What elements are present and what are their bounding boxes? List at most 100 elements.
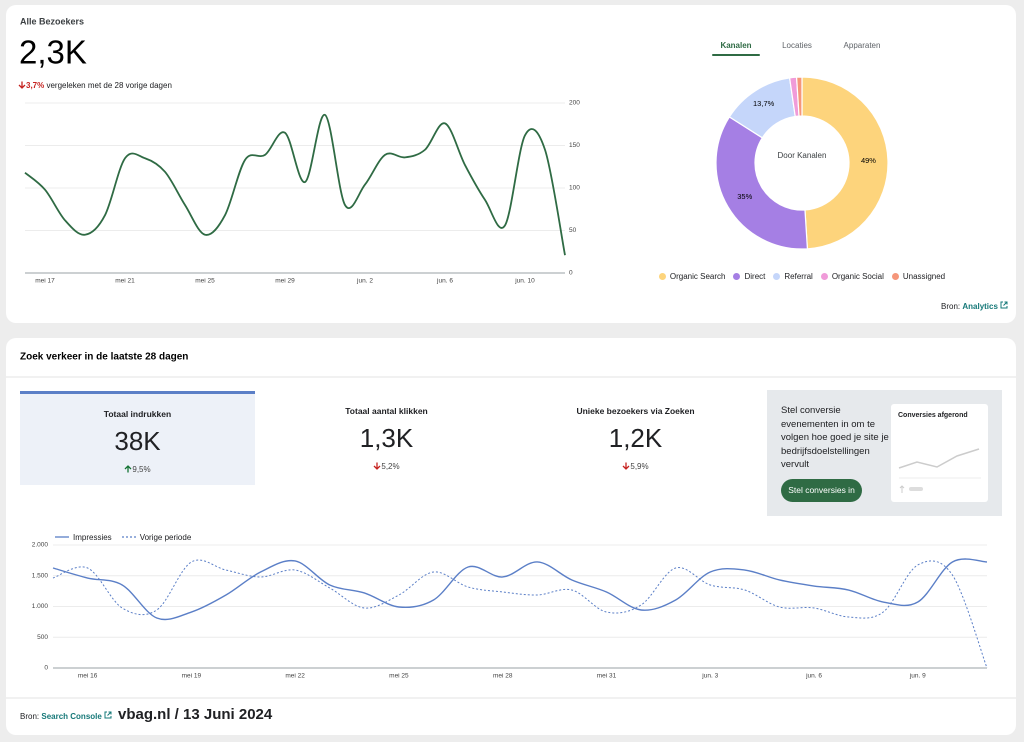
x-tick-label: mei 19: [182, 673, 202, 680]
legend-label: Impressies: [73, 532, 112, 542]
tab[interactable]: Locaties: [782, 41, 812, 50]
change-arrow: [373, 462, 381, 470]
external-icon: [1000, 301, 1008, 309]
y-tick-label: 1.500: [32, 572, 49, 579]
legend-item: Impressies: [55, 533, 112, 542]
tab[interactable]: Apparaten: [844, 41, 881, 50]
footer-source: Bron: Search Console: [20, 710, 112, 724]
card-title: Zoek verkeer in de laatste 28 dagen: [20, 352, 188, 363]
data-label: 49%: [861, 156, 876, 165]
legend-dot: [658, 273, 666, 280]
legend-dot: [891, 273, 899, 280]
metric-tile[interactable]: Totaal aantal klikken 1,3K 5,2%: [269, 391, 504, 485]
metric-tile[interactable]: Unieke bezoekers via Zoeken 1,2K 5,9%: [518, 391, 753, 485]
change-value: 5,2%: [381, 462, 400, 471]
donut-center-label: Door Kanalen: [777, 151, 827, 160]
metric-tile[interactable]: Totaal indrukken 38K 9,5%: [20, 391, 255, 485]
legend-label: Referral: [784, 272, 813, 281]
metric-change: 5,9%: [518, 462, 753, 471]
metric-label: Totaal aantal klikken: [345, 406, 428, 416]
source-link[interactable]: Search Console: [41, 712, 102, 721]
promo: Stel conversie evenementen in om te volg…: [767, 390, 1002, 516]
data-label: 13,7%: [753, 99, 775, 108]
x-tick-label: mei 25: [389, 673, 409, 680]
x-tick-label: jun. 10: [514, 278, 535, 285]
legend-label: Organic Search: [669, 272, 726, 281]
x-tick-label: jun. 2: [356, 278, 373, 285]
legend-item: Referral: [773, 272, 813, 281]
legend-dot: [820, 273, 828, 280]
legend-label: Unassigned: [902, 272, 946, 281]
x-tick-label: jun. 9: [909, 673, 926, 680]
change-value: 3,7%: [26, 81, 45, 90]
y-tick-label: 0: [44, 665, 48, 672]
y-tick-label: 2.000: [32, 542, 49, 549]
y-tick-label: 150: [569, 142, 580, 149]
comparison: vergeleken met de 28 vorige dagen: [46, 81, 172, 90]
legend-item: Organic Search: [658, 272, 726, 281]
legend: Impressies Vorige periode: [55, 532, 201, 542]
tab[interactable]: Kanalen: [720, 41, 751, 50]
promo-button[interactable]: Stel conversies in: [781, 479, 862, 502]
legend-item: Unassigned: [891, 272, 946, 281]
line: [24, 113, 566, 256]
legend-item: Vorige periode: [121, 532, 192, 542]
legend-label: Organic Social: [831, 272, 884, 281]
preview-card: Conversies afgerond: [891, 404, 988, 502]
data-label: 35%: [737, 192, 752, 201]
donut-slice: [801, 76, 889, 250]
change-arrow: [18, 81, 26, 89]
metric-value: 38K: [114, 426, 161, 456]
credit: vbag.nl / 13 Juni 2024: [118, 706, 273, 723]
source-link[interactable]: Analytics: [962, 302, 998, 311]
x-tick-label: jun. 6: [805, 673, 822, 680]
line: [52, 559, 988, 669]
metric-change: 5,2%: [269, 462, 504, 471]
legend-dot: [733, 273, 741, 280]
change-value: 5,9%: [630, 462, 649, 471]
donut-slice: [795, 76, 803, 117]
metric-label: Unieke bezoekers via Zoeken: [576, 406, 695, 416]
y-tick-label: 50: [569, 227, 577, 234]
change-value: 9,5%: [132, 465, 151, 474]
metric-value: 1,3K: [359, 423, 414, 453]
x-tick-label: jun. 6: [436, 278, 453, 285]
promo-text: Stel conversie evenementen in om te volg…: [781, 405, 889, 470]
external-icon: [104, 711, 112, 719]
legend: Organic Search Direct Referral Organic Soci…: [640, 267, 964, 285]
x-tick-label: mei 21: [115, 278, 135, 285]
legend-dot: [773, 273, 781, 280]
card-title: Alle Bezoekers: [20, 16, 84, 26]
x-tick-label: mei 28: [493, 673, 513, 680]
change-arrow: [124, 465, 132, 473]
legend-item: Organic Social: [820, 272, 884, 281]
source-label: Bron:: [941, 302, 961, 311]
y-tick-label: 100: [569, 185, 580, 192]
tab-indicator: [712, 54, 760, 56]
legend-swatch: [121, 536, 136, 538]
metric-label: Totaal indrukken: [103, 409, 172, 419]
big-value: 2,3K: [19, 34, 87, 71]
legend-label: Vorige periode: [139, 532, 192, 542]
metric-value: 1,2K: [608, 423, 663, 453]
x-tick-label: mei 29: [275, 278, 295, 285]
search-card: [6, 338, 1016, 735]
y-tick-label: 200: [569, 100, 580, 107]
x-tick-label: mei 16: [78, 673, 98, 680]
x-tick-label: mei 25: [195, 278, 215, 285]
x-tick-label: mei 22: [285, 673, 305, 680]
preview-title: Conversies afgerond: [898, 412, 968, 419]
y-tick-label: 0: [569, 270, 573, 277]
y-tick-label: 500: [37, 634, 48, 641]
visitors-change: 3,7% vergeleken met de 28 vorige dagen: [18, 81, 172, 90]
preview-chart: [898, 448, 981, 493]
x-tick-label: mei 17: [35, 278, 55, 285]
line: [52, 558, 988, 621]
change-arrow: [622, 462, 630, 470]
legend-swatch: [55, 536, 69, 538]
legend-item: Direct: [733, 272, 765, 281]
x-tick-label: jun. 3: [701, 673, 718, 680]
y-tick-label: 1.000: [32, 603, 49, 610]
